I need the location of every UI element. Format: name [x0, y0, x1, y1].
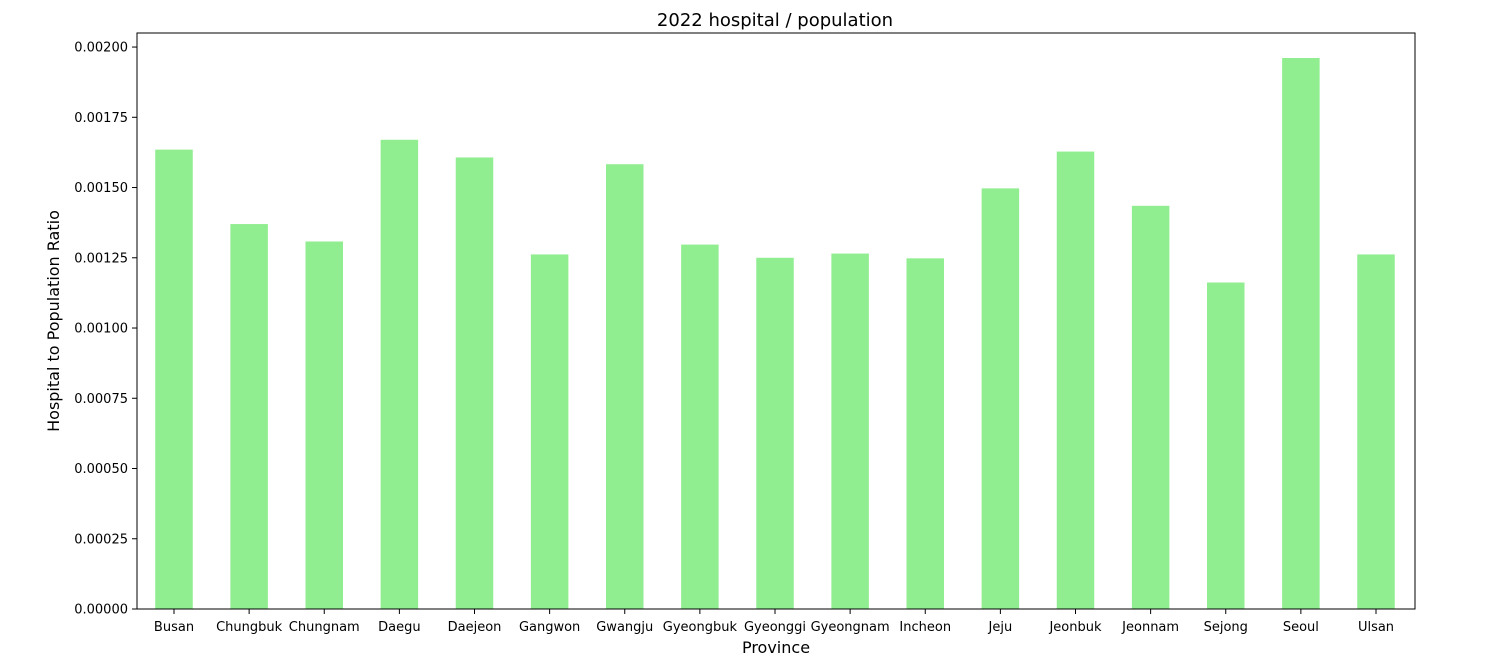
y-tick-label: 0.00075 — [74, 392, 128, 407]
chart-title: 2022 hospital / population — [657, 10, 893, 31]
y-axis-label: Hospital to Population Ratio — [44, 210, 63, 432]
bar-ulsan — [1357, 254, 1395, 609]
x-tick-label: Jeju — [988, 620, 1013, 635]
bar-gyeongnam — [831, 253, 869, 609]
bar-daegu — [380, 139, 419, 609]
bar-gyeonggi — [756, 257, 794, 609]
x-tick-label: Incheon — [899, 620, 951, 635]
bar-chungnam — [305, 241, 343, 610]
bar-chungbuk — [230, 224, 268, 609]
y-tick-label: 0.00100 — [74, 322, 128, 337]
y-tick-label: 0.00000 — [74, 603, 128, 618]
y-tick-label: 0.00175 — [74, 111, 128, 126]
y-tick-label: 0.00025 — [74, 532, 128, 547]
x-tick-label: Daejeon — [448, 620, 502, 635]
plot-frame — [136, 32, 1416, 610]
x-axis-ticks: Busan Chungbuk Chungnam Daegu Daejeon Gangwon… — [154, 609, 1394, 635]
x-tick-label: Daegu — [378, 620, 420, 635]
x-tick-label: Busan — [154, 620, 194, 635]
bar-gangwon — [530, 254, 569, 609]
x-tick-label: Gwangju — [596, 620, 653, 635]
bar-seoul — [1282, 58, 1320, 609]
bar-jeonbuk — [1056, 151, 1095, 609]
y-axis-ticks: 0.00000 0.00025 0.00050 0.00075 0.00100 0.001… — [74, 41, 137, 618]
bar-sejong — [1207, 282, 1245, 609]
x-axis-label: Province — [742, 638, 810, 657]
y-tick-label: 0.00125 — [74, 251, 128, 266]
bars-group — [155, 58, 1395, 610]
x-tick-label: Jeonnam — [1121, 620, 1179, 635]
x-tick-label: Gyeonggi — [744, 620, 806, 635]
x-tick-label: Jeonbuk — [1048, 620, 1102, 635]
y-tick-label: 0.00150 — [74, 181, 128, 196]
x-tick-label: Chungbuk — [216, 620, 283, 635]
x-tick-label: Gyeongnam — [811, 620, 890, 635]
bar-incheon — [906, 258, 944, 609]
bar-jeju — [981, 188, 1020, 609]
y-tick-label: 0.00200 — [74, 41, 128, 56]
x-tick-label: Ulsan — [1358, 620, 1394, 635]
bar-jeonnam — [1131, 205, 1170, 610]
y-tick-label: 0.00050 — [74, 462, 128, 477]
x-tick-label: Chungnam — [289, 620, 360, 635]
x-tick-label: Seoul — [1283, 620, 1319, 635]
x-tick-label: Gangwon — [519, 620, 580, 635]
bar-daejeon — [455, 157, 494, 609]
x-tick-label: Gyeongbuk — [663, 620, 738, 635]
bar-busan — [155, 149, 193, 610]
bar-gyeongbuk — [681, 244, 719, 609]
x-tick-label: Sejong — [1204, 620, 1248, 635]
bar-gwangju — [606, 164, 644, 609]
